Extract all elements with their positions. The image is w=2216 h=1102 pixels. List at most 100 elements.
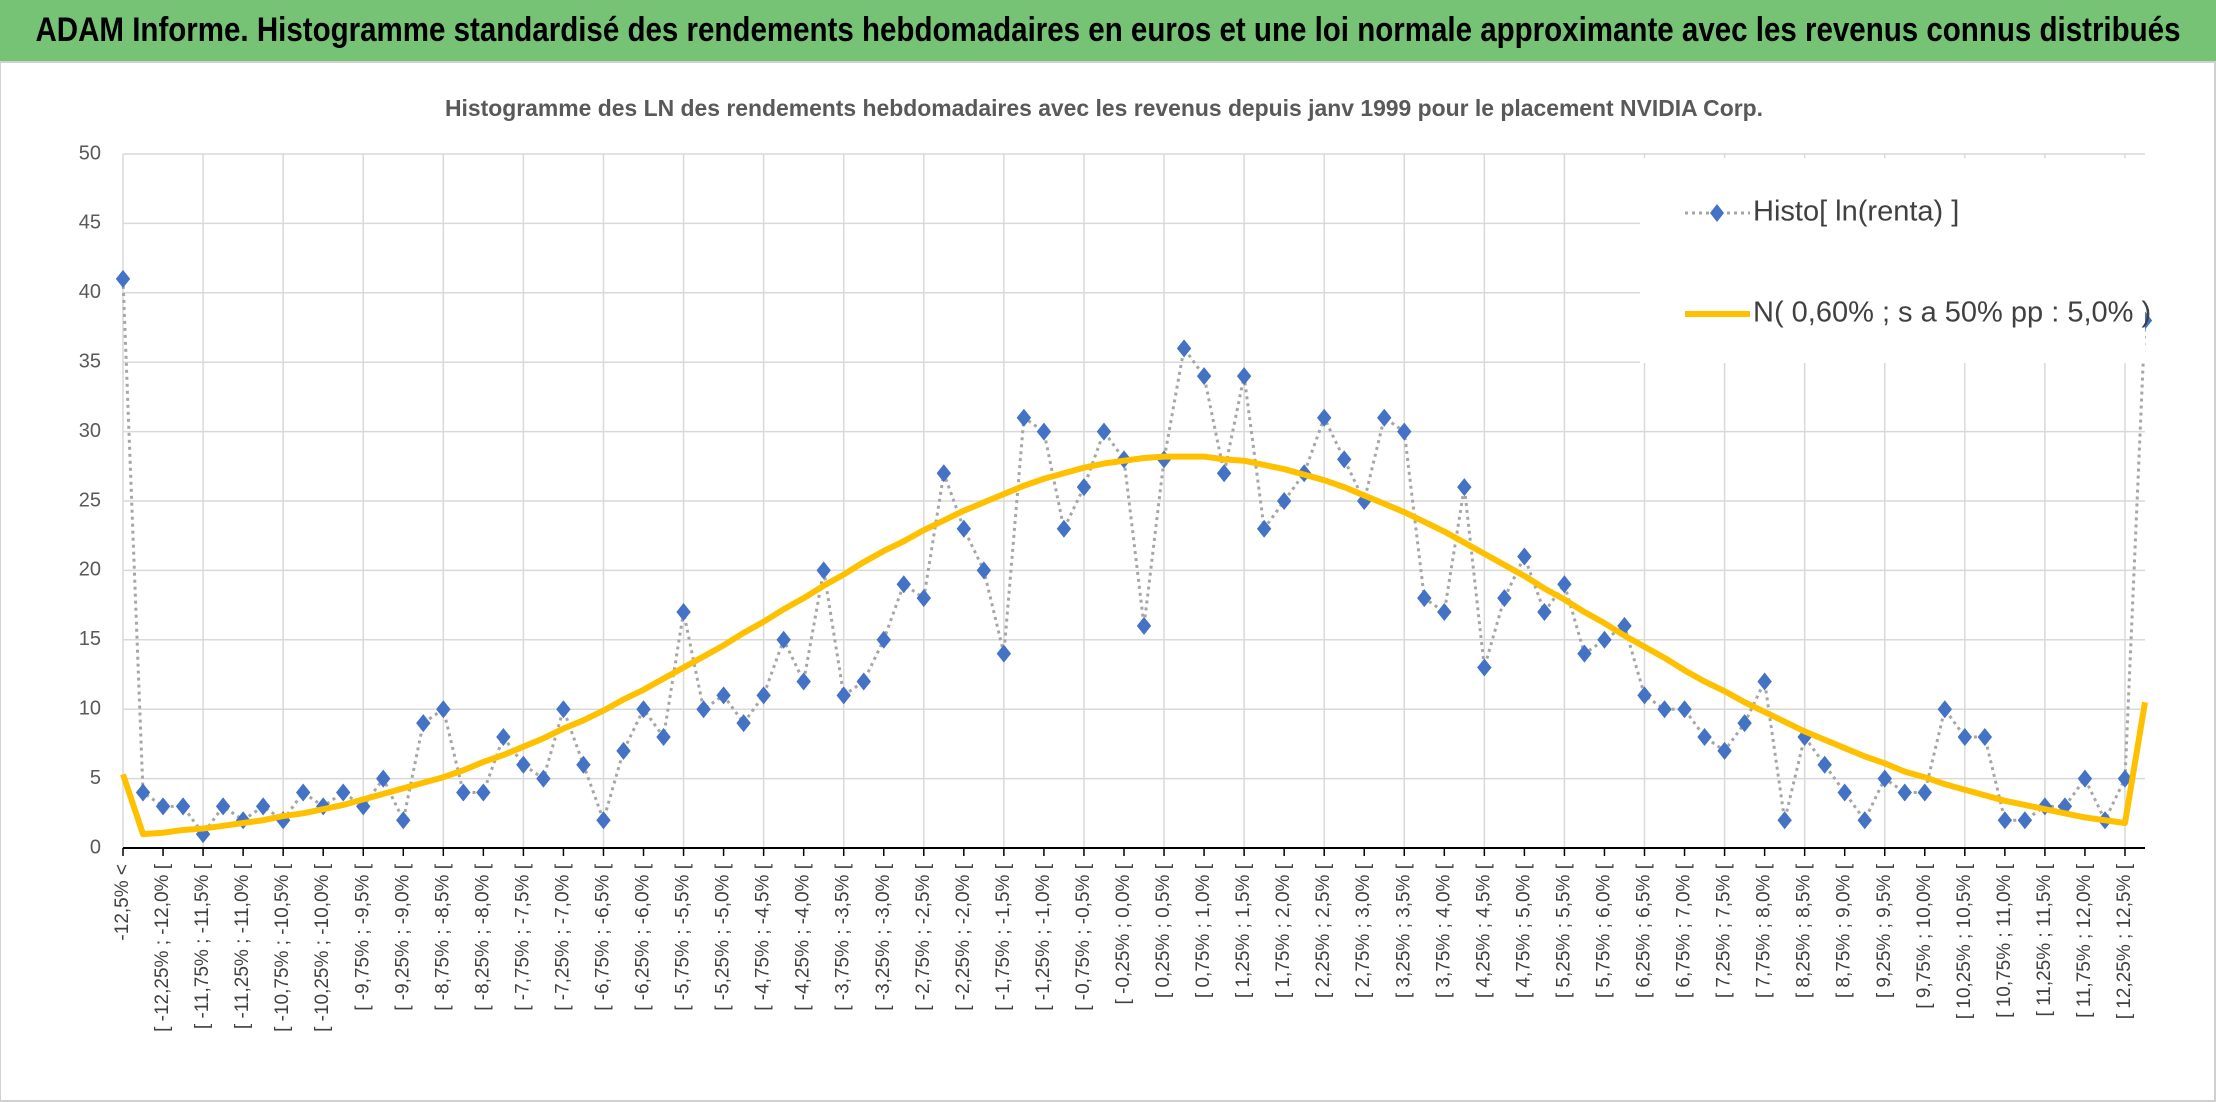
x-tick-label: [ -9,75% ; -9,5% [ (352, 863, 373, 1011)
data-point (736, 714, 751, 733)
data-point (1256, 519, 1272, 538)
x-tick-label: [ 6,25% ; 6,5% [ (1634, 863, 1655, 998)
data-point (696, 700, 711, 719)
page-title: ADAM Informe. Histogramme standardisé de… (36, 11, 2181, 49)
x-tick-label: -12,5% < (112, 864, 133, 941)
x-tick-label: [ -0,75% ; -0,5% [ (1073, 863, 1094, 1011)
x-tick-label: [ -2,25% ; -2,0% [ (953, 863, 974, 1011)
data-point (1877, 769, 1892, 788)
x-tick-label: [ -4,75% ; -4,5% [ (753, 863, 774, 1011)
data-point (1036, 422, 1052, 441)
data-point (1056, 519, 1072, 538)
data-point (155, 797, 171, 816)
x-tick-label: [ 2,25% ; 2,5% [ (1313, 863, 1334, 998)
data-point (1957, 727, 1973, 746)
data-point (295, 783, 311, 802)
data-point (516, 755, 531, 774)
y-tick-label: 30 (79, 420, 101, 442)
x-tick-label: [ 11,75% ; 12,0% [ (2074, 863, 2095, 1018)
x-tick-label: [ 9,75% ; 10,0% [ (1914, 863, 1935, 1008)
x-tick-label: [ 7,75% ; 8,0% [ (1754, 863, 1775, 998)
data-point (336, 783, 351, 802)
y-tick-label: 35 (79, 350, 101, 372)
x-tick-label: [ -5,25% ; -5,0% [ (713, 863, 734, 1011)
data-point (1316, 408, 1332, 427)
x-tick-label: [ -5,75% ; -5,5% [ (673, 863, 694, 1011)
data-point (1597, 630, 1612, 649)
legend-label: N( 0,60% ; s a 50% pp : 5,0% ) (1753, 297, 2151, 329)
data-point (636, 700, 651, 719)
data-point (836, 686, 851, 705)
x-tick-label: [ -7,75% ; -7,5% [ (512, 863, 533, 1011)
data-point (1757, 672, 1772, 691)
x-tick-label: [ 4,75% ; 5,0% [ (1513, 863, 1534, 998)
x-tick-label: [ 1,25% ; 1,5% [ (1233, 863, 1254, 998)
x-tick-label: [ 12,25% ; 12,5% [ (2114, 863, 2135, 1019)
data-point (1537, 603, 1552, 622)
data-point (135, 783, 151, 802)
y-tick-label: 10 (79, 697, 101, 719)
data-point (656, 727, 671, 746)
legend-label: Histo[ ln(renta) ] (1753, 196, 1959, 228)
data-point (416, 714, 431, 733)
data-point (976, 561, 992, 580)
data-point (496, 727, 511, 746)
data-point (1697, 727, 1712, 746)
x-tick-label: [ 4,25% ; 4,5% [ (1473, 863, 1494, 998)
data-point (996, 644, 1012, 663)
data-point (1517, 547, 1532, 566)
x-tick-label: [ -6,75% ; -6,5% [ (592, 863, 613, 1011)
data-point (1136, 616, 1152, 635)
data-point (776, 630, 791, 649)
x-tick-label: [ 5,25% ; 5,5% [ (1553, 863, 1574, 998)
data-point (255, 797, 271, 816)
x-tick-label: [ 6,75% ; 7,0% [ (1674, 863, 1695, 998)
normal-curve (120, 453, 2148, 838)
data-point (1417, 589, 1432, 608)
data-point (1717, 741, 1732, 760)
data-point (2077, 769, 2093, 788)
data-point (616, 741, 631, 760)
x-tick-label: [ -3,75% ; -3,5% [ (833, 863, 854, 1011)
data-point (1997, 811, 2013, 830)
data-point (1196, 367, 1212, 386)
legend-box (1640, 158, 2145, 363)
x-tick-label: [ -7,25% ; -7,0% [ (552, 863, 573, 1011)
x-tick-label: [ 0,75% ; 1,0% [ (1193, 863, 1214, 998)
data-point (476, 783, 491, 802)
y-tick-label: 25 (79, 489, 101, 511)
x-tick-label: [ -1,75% ; -1,5% [ (993, 863, 1014, 1011)
data-point (816, 561, 831, 580)
x-tick-label: [ -4,25% ; -4,0% [ (793, 863, 814, 1011)
data-point (896, 575, 911, 594)
data-point (1236, 367, 1252, 386)
y-tick-label: 0 (90, 836, 101, 858)
x-tick-label: [ -6,25% ; -6,0% [ (633, 863, 654, 1011)
data-point (1637, 686, 1652, 705)
data-point (1337, 450, 1352, 469)
data-point (756, 686, 771, 705)
x-tick-label: [ -10,25% ; -10,0% [ (312, 863, 333, 1032)
data-point (1777, 811, 1792, 830)
banner (0, 0, 2216, 62)
x-tick-label: [ 0,25% ; 0,5% [ (1153, 863, 1174, 998)
data-point (1096, 422, 1112, 441)
data-point (916, 589, 931, 608)
x-tick-label: [ 7,25% ; 7,5% [ (1714, 863, 1735, 998)
data-point (1477, 658, 1492, 677)
data-point (1016, 408, 1032, 427)
data-point (716, 686, 731, 705)
y-tick-label: 50 (79, 142, 101, 164)
data-point (1377, 408, 1392, 427)
x-tick-label: [ 10,75% ; 11,0% [ (1994, 863, 2015, 1018)
data-point (1857, 811, 1872, 830)
data-point (1176, 339, 1192, 358)
data-point (376, 769, 391, 788)
data-point (1557, 575, 1572, 594)
x-tick-label: [ 8,25% ; 8,5% [ (1794, 863, 1815, 998)
data-point (1397, 422, 1412, 441)
x-tick-label: [ -11,75% ; -11,5% [ (192, 863, 213, 1029)
data-point (956, 519, 972, 538)
